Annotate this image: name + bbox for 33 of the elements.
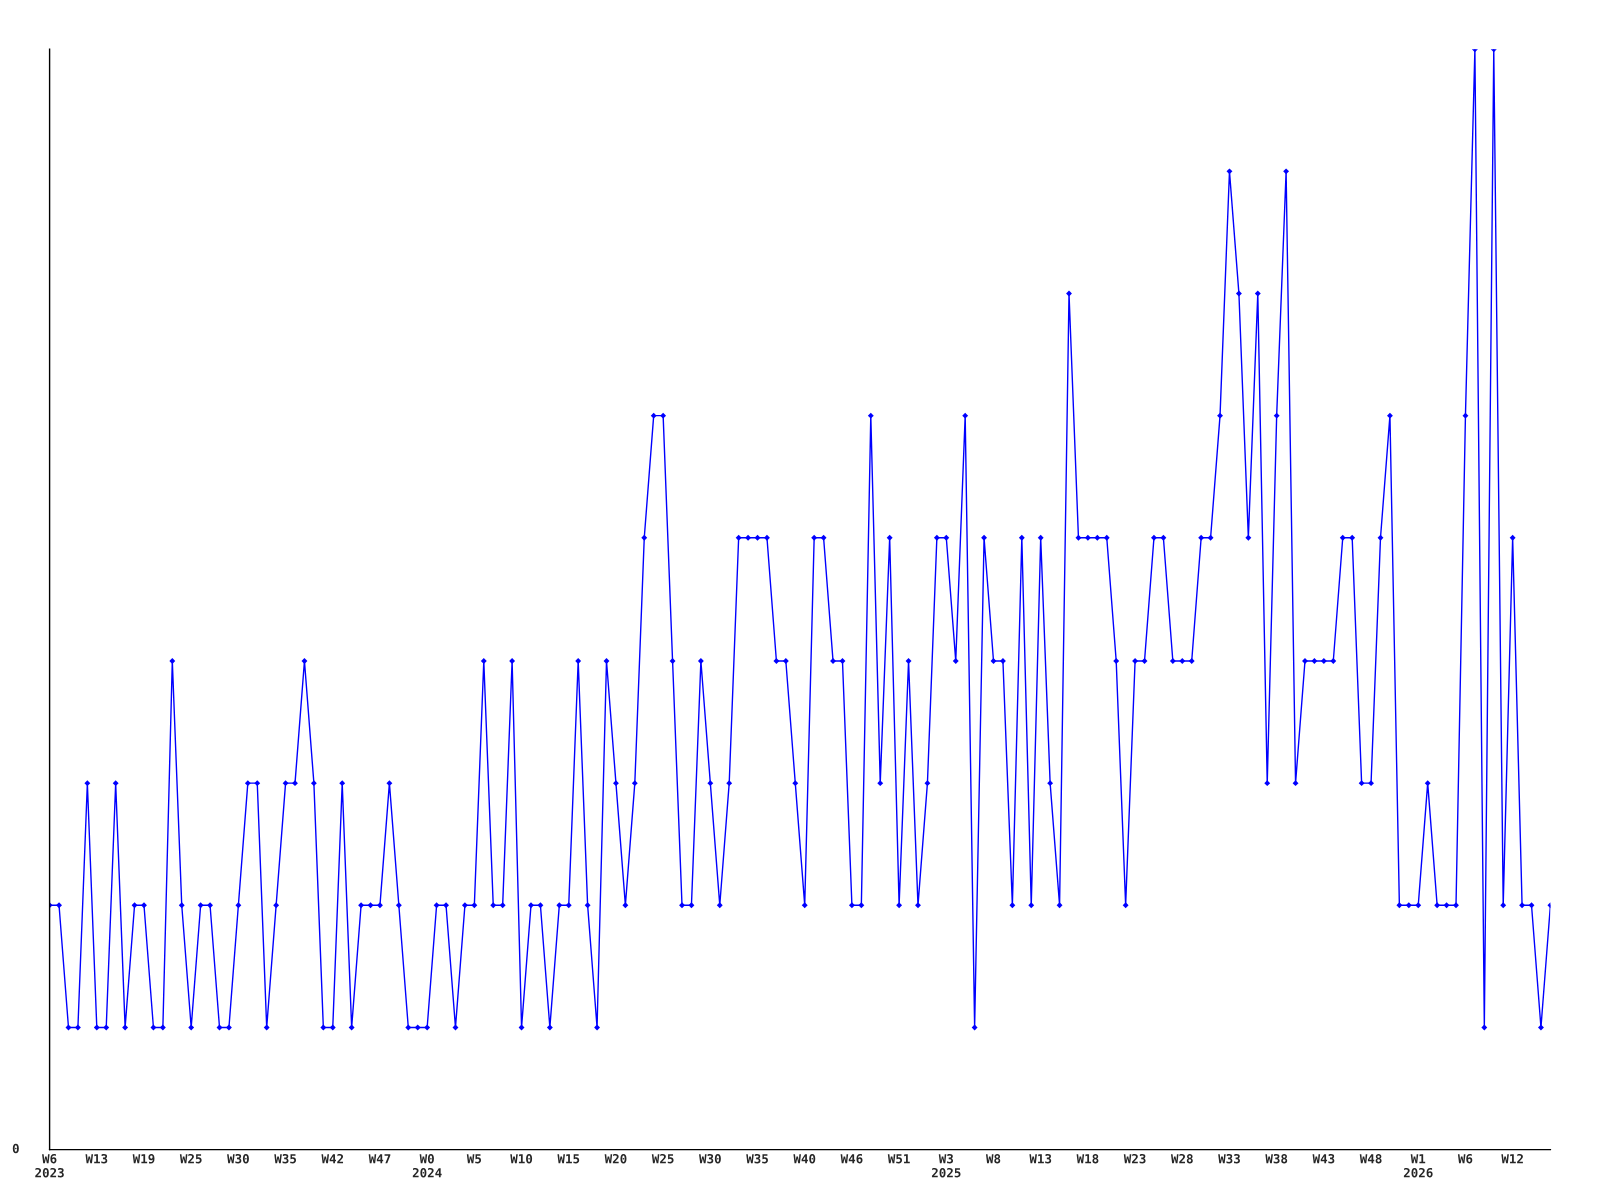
- x-tick-label: W8: [985, 1153, 1001, 1164]
- x-tick-label: W1 2026: [1403, 1154, 1433, 1178]
- x-tick-label: W5: [466, 1154, 482, 1164]
- x-tick-label: W25: [651, 1153, 674, 1164]
- x-tick-label: W12: [1501, 1153, 1523, 1164]
- text: 0: [12, 1143, 19, 1154]
- x-tick-label: W43: [1312, 1153, 1335, 1164]
- x-tick-label: W19: [132, 1154, 155, 1164]
- x-tick-label: W42: [321, 1153, 344, 1164]
- x-tick-label: W13: [85, 1153, 108, 1164]
- x-tick-label: W35: [746, 1153, 768, 1164]
- x-tick-label: W15: [557, 1154, 580, 1164]
- x-tick-label: W25: [179, 1153, 202, 1164]
- x-tick-label: W20: [604, 1153, 627, 1164]
- x-tick-label: W30: [699, 1153, 721, 1164]
- x-tick-label: W13: [1029, 1153, 1052, 1164]
- x-tick-label: W51: [887, 1154, 910, 1164]
- x-tick-label: W48: [1359, 1153, 1382, 1164]
- x-tick-label: W10: [510, 1153, 533, 1164]
- x-tick-label: W28: [1170, 1153, 1193, 1164]
- x-tick-label: W30: [227, 1153, 249, 1164]
- x-tick-label: W38: [1265, 1153, 1288, 1164]
- x-tick-label: W35: [274, 1153, 297, 1164]
- x-tick-label: W46: [840, 1154, 863, 1164]
- x-tick-label: W47: [368, 1154, 391, 1164]
- x-tick-label: W0 2024: [412, 1153, 442, 1178]
- x-tick-label: W3 2025: [931, 1153, 961, 1178]
- x-tick-label: W6 2023: [35, 1154, 64, 1178]
- x-tick-label: W23: [1123, 1153, 1146, 1164]
- x-tick-label: W40: [793, 1153, 816, 1164]
- x-tick-label: W6: [1457, 1154, 1473, 1164]
- x-tick-label: W18: [1076, 1153, 1099, 1164]
- x-tick-label: W33: [1218, 1153, 1240, 1164]
